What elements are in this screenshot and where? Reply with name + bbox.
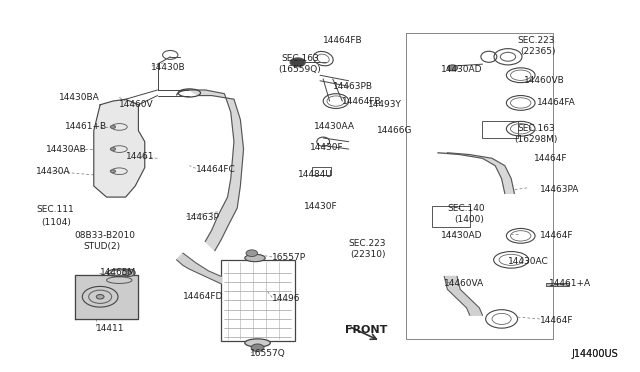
- Circle shape: [110, 125, 115, 128]
- Text: (22310): (22310): [351, 250, 386, 259]
- Text: 14430B: 14430B: [151, 63, 186, 72]
- Text: 14464FB: 14464FB: [323, 36, 363, 45]
- Polygon shape: [177, 253, 221, 284]
- Text: FRONT: FRONT: [346, 325, 388, 335]
- Text: 14466G: 14466G: [378, 126, 413, 135]
- Text: 14430F: 14430F: [310, 143, 344, 152]
- Text: (1104): (1104): [42, 218, 72, 227]
- Text: 14460VA: 14460VA: [444, 279, 484, 288]
- Text: SEC.163: SEC.163: [282, 54, 319, 63]
- Text: SEC.163: SEC.163: [518, 124, 556, 133]
- Text: 14464F: 14464F: [534, 154, 567, 163]
- Bar: [431, 206, 470, 227]
- Text: 14464FB: 14464FB: [342, 97, 382, 106]
- Text: 14461+B: 14461+B: [65, 122, 108, 131]
- Text: 14460V: 14460V: [119, 100, 154, 109]
- Text: SEC.111: SEC.111: [36, 205, 74, 215]
- Circle shape: [246, 250, 257, 257]
- Text: J14400US: J14400US: [572, 349, 618, 359]
- Text: 14430AD: 14430AD: [441, 65, 483, 74]
- Text: 14411: 14411: [96, 324, 124, 333]
- Circle shape: [447, 65, 458, 71]
- Text: (16298M): (16298M): [515, 135, 557, 144]
- Text: 14463PA: 14463PA: [540, 185, 579, 194]
- Circle shape: [97, 295, 104, 299]
- Text: 14465M: 14465M: [100, 268, 136, 277]
- Text: 14430BA: 14430BA: [59, 93, 99, 102]
- Text: 08B33-B2010: 08B33-B2010: [75, 231, 136, 240]
- Text: 14460VB: 14460VB: [524, 76, 564, 85]
- Polygon shape: [75, 275, 138, 319]
- Bar: [483, 121, 518, 138]
- Text: STUD(2): STUD(2): [83, 243, 120, 251]
- Bar: [546, 283, 568, 286]
- Text: 14463PB: 14463PB: [333, 82, 372, 91]
- Text: 14461+A: 14461+A: [549, 279, 591, 288]
- Text: 14430AC: 14430AC: [508, 257, 548, 266]
- Text: SEC.223: SEC.223: [518, 36, 555, 45]
- Text: (16559Q): (16559Q): [278, 65, 321, 74]
- Text: 14463P: 14463P: [186, 213, 220, 222]
- Text: 14430F: 14430F: [304, 202, 338, 211]
- Circle shape: [122, 269, 135, 276]
- Polygon shape: [438, 153, 515, 193]
- Circle shape: [110, 170, 115, 173]
- Polygon shape: [189, 90, 244, 251]
- Polygon shape: [444, 276, 483, 315]
- Text: 14464FD: 14464FD: [183, 292, 223, 301]
- Ellipse shape: [245, 254, 265, 262]
- Text: 14464F: 14464F: [540, 316, 573, 325]
- Bar: [406, 33, 552, 339]
- Bar: [312, 167, 332, 175]
- Text: (22365): (22365): [521, 47, 556, 56]
- Text: 16557P: 16557P: [272, 253, 307, 263]
- Circle shape: [290, 58, 305, 67]
- Bar: [221, 260, 294, 341]
- Text: 14484U: 14484U: [298, 170, 333, 179]
- Text: 14493Y: 14493Y: [368, 100, 402, 109]
- Text: 14464F: 14464F: [540, 231, 573, 240]
- Ellipse shape: [245, 339, 270, 347]
- Text: SEC.223: SEC.223: [349, 239, 386, 248]
- Text: SEC.140: SEC.140: [447, 203, 485, 213]
- Text: (1400): (1400): [454, 215, 484, 224]
- Text: 14430AD: 14430AD: [441, 231, 483, 240]
- Circle shape: [110, 148, 115, 151]
- Polygon shape: [94, 99, 145, 197]
- Text: 14496: 14496: [272, 294, 301, 303]
- Text: 14430AB: 14430AB: [46, 145, 87, 154]
- Text: 14461: 14461: [125, 152, 154, 161]
- Circle shape: [251, 344, 264, 352]
- Text: 14464FC: 14464FC: [196, 165, 236, 174]
- Text: 16557Q: 16557Q: [250, 350, 285, 359]
- Text: 14430A: 14430A: [36, 167, 71, 176]
- Text: 14464FA: 14464FA: [537, 99, 575, 108]
- Text: J14400US: J14400US: [572, 349, 618, 359]
- Text: 14430AA: 14430AA: [314, 122, 355, 131]
